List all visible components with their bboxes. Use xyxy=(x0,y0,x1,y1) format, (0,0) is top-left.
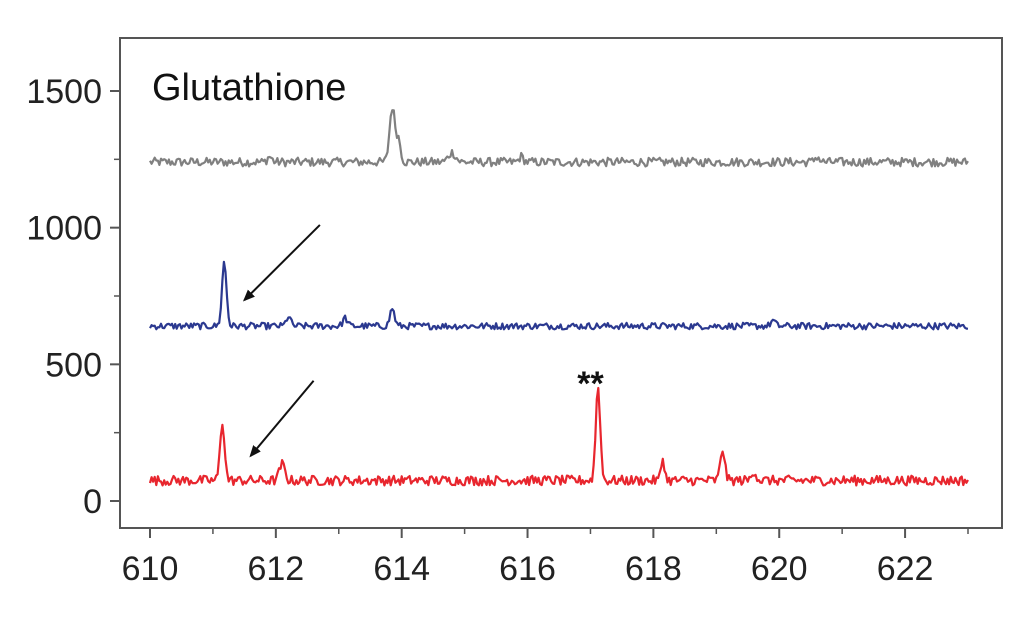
series-layer xyxy=(148,109,969,487)
plot-frame xyxy=(119,37,1003,529)
x-tick-label: 618 xyxy=(625,550,682,588)
x-tick-label: 622 xyxy=(877,550,934,588)
annotation-arrow xyxy=(249,380,315,458)
y-tick-label: 1000 xyxy=(26,210,102,248)
x-tick-label: 612 xyxy=(247,550,304,588)
y-tick-label: 0 xyxy=(83,483,102,521)
series-line-2 xyxy=(149,260,969,331)
y-tick-label: 500 xyxy=(45,346,102,384)
significance-marker: ** xyxy=(577,365,604,403)
x-axis: 610 612 614 616 618 620 622 xyxy=(122,528,969,588)
x-tick-label: 610 xyxy=(122,550,179,588)
annotation-layer: ** xyxy=(242,224,604,458)
y-tick-label: 1500 xyxy=(26,73,102,111)
x-tick-label: 620 xyxy=(751,550,808,588)
series-line-1 xyxy=(149,109,969,168)
series-line-3 xyxy=(148,386,969,487)
x-tick-label: 614 xyxy=(373,550,430,588)
y-axis: 0 500 1000 1500 xyxy=(26,73,120,521)
annotation-arrow xyxy=(242,224,321,302)
x-tick-label: 616 xyxy=(499,550,556,588)
chart-title: Glutathione xyxy=(152,67,346,109)
